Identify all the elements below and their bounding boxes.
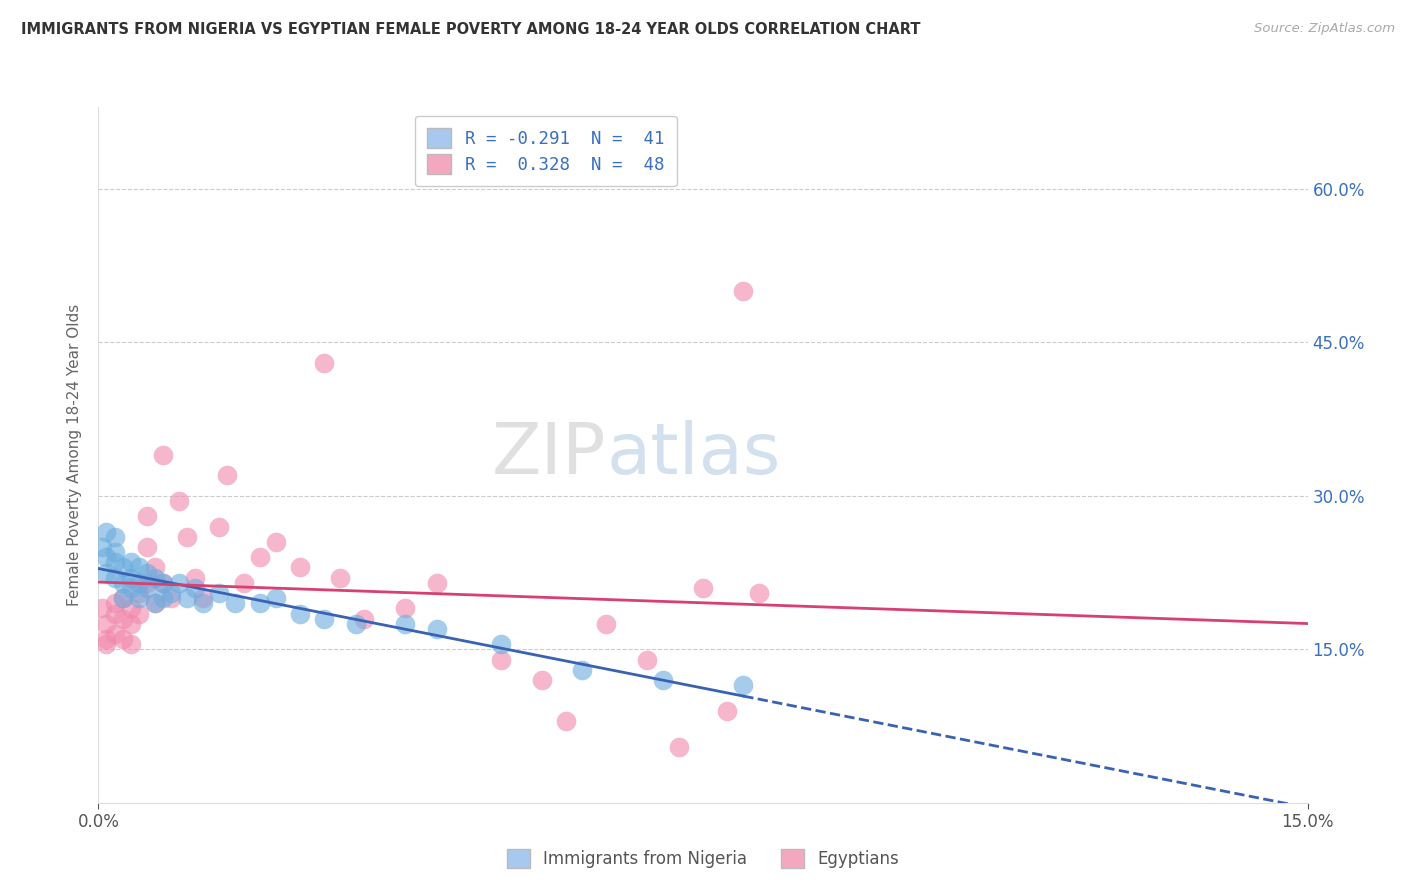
Point xyxy=(668,739,690,754)
Point xyxy=(530,673,553,687)
Point xyxy=(193,596,215,610)
Point xyxy=(208,519,231,533)
Point xyxy=(103,627,125,641)
Point xyxy=(249,550,271,565)
Point xyxy=(111,591,134,606)
Point xyxy=(224,596,246,610)
Point xyxy=(96,550,118,565)
Point xyxy=(128,575,150,590)
Point xyxy=(426,575,449,590)
Point xyxy=(128,586,150,600)
Point xyxy=(103,545,125,559)
Point xyxy=(217,468,239,483)
Point xyxy=(491,637,513,651)
Point xyxy=(176,530,198,544)
Point xyxy=(128,607,150,621)
Point xyxy=(143,596,166,610)
Point xyxy=(193,591,215,606)
Point xyxy=(128,591,150,606)
Point xyxy=(96,566,118,580)
Point xyxy=(394,601,416,615)
Point xyxy=(135,540,157,554)
Point xyxy=(160,586,183,600)
Point xyxy=(314,356,336,370)
Point xyxy=(91,540,114,554)
Point xyxy=(314,612,336,626)
Point xyxy=(120,616,142,631)
Point xyxy=(733,284,755,298)
Point xyxy=(208,586,231,600)
Point xyxy=(111,612,134,626)
Point xyxy=(152,575,174,590)
Point xyxy=(152,591,174,606)
Point xyxy=(232,575,254,590)
Point xyxy=(184,571,207,585)
Point xyxy=(91,601,114,615)
Point xyxy=(176,591,198,606)
Point xyxy=(120,637,142,651)
Point xyxy=(128,560,150,574)
Point xyxy=(111,575,134,590)
Point xyxy=(135,566,157,580)
Point xyxy=(120,555,142,569)
Point xyxy=(135,575,157,590)
Point xyxy=(103,607,125,621)
Text: ZIP: ZIP xyxy=(492,420,606,490)
Point xyxy=(103,555,125,569)
Y-axis label: Female Poverty Among 18-24 Year Olds: Female Poverty Among 18-24 Year Olds xyxy=(66,304,82,606)
Point xyxy=(353,612,375,626)
Point xyxy=(111,632,134,646)
Text: Source: ZipAtlas.com: Source: ZipAtlas.com xyxy=(1254,22,1395,36)
Point xyxy=(111,591,134,606)
Point xyxy=(152,448,174,462)
Point xyxy=(595,616,617,631)
Point xyxy=(120,581,142,595)
Point xyxy=(111,560,134,574)
Legend: Immigrants from Nigeria, Egyptians: Immigrants from Nigeria, Egyptians xyxy=(501,842,905,874)
Point xyxy=(249,596,271,610)
Point xyxy=(264,591,287,606)
Point xyxy=(96,637,118,651)
Point xyxy=(103,596,125,610)
Point xyxy=(571,663,593,677)
Point xyxy=(491,652,513,666)
Point xyxy=(120,601,142,615)
Point xyxy=(135,509,157,524)
Point xyxy=(733,678,755,692)
Point xyxy=(103,530,125,544)
Point xyxy=(96,616,118,631)
Point xyxy=(288,560,311,574)
Point xyxy=(344,616,367,631)
Point xyxy=(167,575,190,590)
Point xyxy=(692,581,714,595)
Point xyxy=(143,571,166,585)
Point xyxy=(120,571,142,585)
Text: atlas: atlas xyxy=(606,420,780,490)
Text: IMMIGRANTS FROM NIGERIA VS EGYPTIAN FEMALE POVERTY AMONG 18-24 YEAR OLDS CORRELA: IMMIGRANTS FROM NIGERIA VS EGYPTIAN FEMA… xyxy=(21,22,921,37)
Point xyxy=(329,571,352,585)
Point xyxy=(748,586,770,600)
Point xyxy=(167,494,190,508)
Point xyxy=(288,607,311,621)
Point xyxy=(555,714,578,728)
Point xyxy=(716,704,738,718)
Point xyxy=(143,596,166,610)
Point xyxy=(96,524,118,539)
Point xyxy=(152,575,174,590)
Point xyxy=(103,571,125,585)
Point xyxy=(143,560,166,574)
Point xyxy=(96,632,118,646)
Point xyxy=(394,616,416,631)
Point xyxy=(651,673,673,687)
Point xyxy=(636,652,658,666)
Point xyxy=(426,622,449,636)
Point xyxy=(264,535,287,549)
Point xyxy=(135,581,157,595)
Point xyxy=(184,581,207,595)
Point xyxy=(160,591,183,606)
